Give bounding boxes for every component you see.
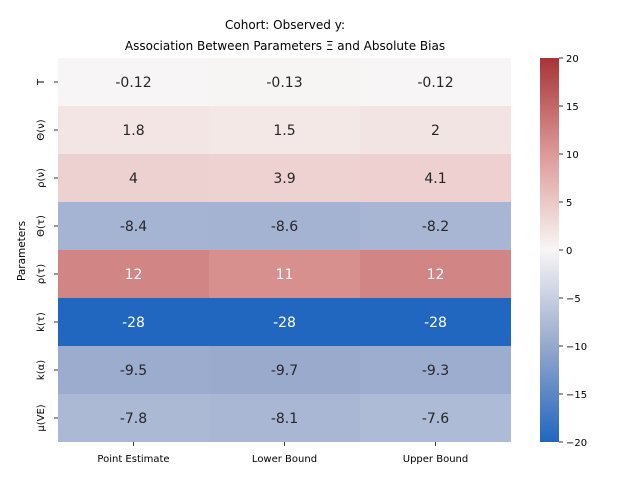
cell-value-label: -8.2 bbox=[422, 219, 449, 235]
colorbar-tick-label: 15 bbox=[566, 102, 579, 113]
heatmap-cell bbox=[58, 202, 209, 250]
heatmap-cell bbox=[209, 250, 360, 298]
cell-value-label: -7.8 bbox=[120, 411, 147, 427]
cell-value-label: 1.8 bbox=[122, 123, 144, 139]
colorbar-tick-label: −5 bbox=[566, 294, 581, 305]
cell-value-label: 4.1 bbox=[424, 171, 446, 187]
x-tick-label: Lower Bound bbox=[252, 454, 317, 465]
heatmap-cell bbox=[209, 298, 360, 346]
heatmap-cell bbox=[360, 250, 511, 298]
cell-value-label: -8.1 bbox=[271, 411, 298, 427]
chart-title-line1: Cohort: Observed y: bbox=[225, 18, 345, 32]
cell-value-label: -8.6 bbox=[271, 219, 298, 235]
colorbar-tick-label: −20 bbox=[566, 438, 587, 449]
heatmap-cell bbox=[209, 346, 360, 394]
y-tick-label: μ(VE) bbox=[36, 404, 47, 431]
cell-value-label: 12 bbox=[427, 267, 445, 283]
heatmap-cell bbox=[58, 250, 209, 298]
chart-title-line2: Association Between Parameters Ξ and Abs… bbox=[125, 39, 445, 53]
y-tick-label: Θ(τ) bbox=[36, 215, 47, 237]
colorbar-tick-label: 10 bbox=[566, 150, 579, 161]
cell-value-label: -28 bbox=[424, 315, 447, 331]
x-tick-label: Point Estimate bbox=[97, 454, 169, 465]
y-tick-label: k(τ) bbox=[36, 312, 47, 332]
cell-value-label: -9.5 bbox=[120, 363, 147, 379]
cell-value-label: 4 bbox=[129, 171, 138, 187]
heatmap-cell bbox=[209, 154, 360, 202]
heatmap-cell bbox=[209, 106, 360, 154]
cell-value-label: -9.3 bbox=[422, 363, 449, 379]
colorbar: 20 15 10 5 0 −5 −10 −15 −20 bbox=[540, 54, 587, 449]
cell-value-label: 3.9 bbox=[273, 171, 295, 187]
axis-ticks: Point Estimate Lower Bound Upper Bound T Θ(ν… bbox=[36, 78, 468, 465]
heatmap-cell bbox=[58, 154, 209, 202]
y-axis-label: Parameters bbox=[16, 221, 28, 281]
heatmap-cell bbox=[209, 202, 360, 250]
heatmap-cell bbox=[360, 58, 511, 106]
heatmap-cell bbox=[209, 58, 360, 106]
cell-value-label: -0.13 bbox=[266, 75, 302, 91]
cell-value-label: 2 bbox=[431, 123, 440, 139]
colorbar-tick-label: −15 bbox=[566, 390, 587, 401]
heatmap-cell bbox=[58, 106, 209, 154]
cell-value-label: -0.12 bbox=[417, 75, 453, 91]
y-tick-label: ρ(ν) bbox=[36, 168, 47, 188]
cell-value-label: 1.5 bbox=[273, 123, 295, 139]
heatmap-cell bbox=[360, 394, 511, 442]
heatmap-cell bbox=[360, 202, 511, 250]
heatmap-cell bbox=[58, 58, 209, 106]
colorbar-tick-label: 5 bbox=[566, 198, 572, 209]
heatmap-cell bbox=[58, 346, 209, 394]
y-tick-label: T bbox=[36, 78, 47, 86]
colorbar-tick-label: 20 bbox=[566, 54, 579, 65]
heatmap-cell bbox=[360, 346, 511, 394]
heatmap-cells: -0.12 -0.13 -0.12 1.8 1.5 2 4 3.9 4.1 -8.4 -8.6 -8.… bbox=[58, 58, 511, 442]
y-tick-label: k(α) bbox=[36, 360, 47, 380]
colorbar-tick-label: −10 bbox=[566, 342, 587, 353]
colorbar-tick-label: 0 bbox=[566, 246, 572, 257]
y-tick-label: ρ(τ) bbox=[36, 264, 47, 284]
cell-value-label: 12 bbox=[125, 267, 143, 283]
heatmap-cell bbox=[360, 106, 511, 154]
cell-value-label: -0.12 bbox=[115, 75, 151, 91]
heatmap-cell bbox=[58, 394, 209, 442]
cell-value-label: -28 bbox=[273, 315, 296, 331]
cell-value-label: -8.4 bbox=[120, 219, 147, 235]
heatmap-cell bbox=[360, 298, 511, 346]
cell-value-label: 11 bbox=[276, 267, 294, 283]
heatmap-cell bbox=[209, 394, 360, 442]
heatmap-cell bbox=[360, 154, 511, 202]
cell-value-label: -9.7 bbox=[271, 363, 298, 379]
cell-value-label: -28 bbox=[122, 315, 145, 331]
y-tick-label: Θ(ν) bbox=[36, 119, 47, 140]
heatmap-cell bbox=[58, 298, 209, 346]
x-tick-label: Upper Bound bbox=[403, 454, 468, 465]
cell-value-label: -7.6 bbox=[422, 411, 449, 427]
colorbar-gradient bbox=[540, 58, 559, 442]
